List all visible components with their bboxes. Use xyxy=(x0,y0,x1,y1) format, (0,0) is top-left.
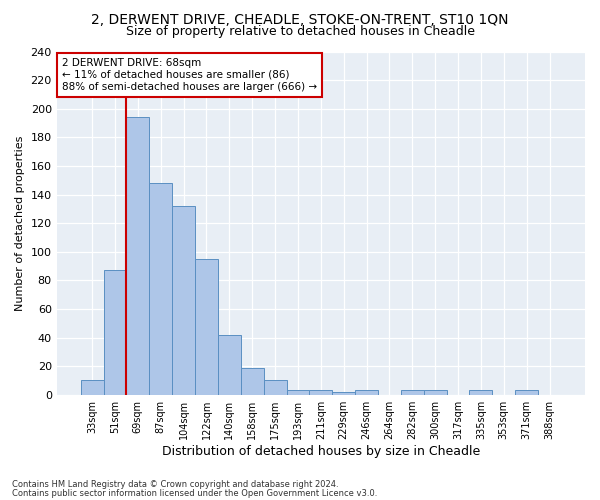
Text: Size of property relative to detached houses in Cheadle: Size of property relative to detached ho… xyxy=(125,25,475,38)
Bar xyxy=(80,380,104,394)
X-axis label: Distribution of detached houses by size in Cheadle: Distribution of detached houses by size … xyxy=(162,444,480,458)
Text: Contains HM Land Registry data © Crown copyright and database right 2024.: Contains HM Land Registry data © Crown c… xyxy=(12,480,338,489)
Bar xyxy=(515,390,538,394)
Bar xyxy=(218,334,241,394)
Bar xyxy=(149,183,172,394)
Bar xyxy=(332,392,355,394)
Text: 2, DERWENT DRIVE, CHEADLE, STOKE-ON-TRENT, ST10 1QN: 2, DERWENT DRIVE, CHEADLE, STOKE-ON-TREN… xyxy=(91,12,509,26)
Bar xyxy=(195,259,218,394)
Bar xyxy=(104,270,127,394)
Bar xyxy=(263,380,287,394)
Bar xyxy=(401,390,424,394)
Bar xyxy=(127,118,149,394)
Bar xyxy=(469,390,493,394)
Text: 2 DERWENT DRIVE: 68sqm
← 11% of detached houses are smaller (86)
88% of semi-det: 2 DERWENT DRIVE: 68sqm ← 11% of detached… xyxy=(62,58,317,92)
Bar xyxy=(424,390,446,394)
Bar xyxy=(241,368,263,394)
Bar xyxy=(310,390,332,394)
Y-axis label: Number of detached properties: Number of detached properties xyxy=(15,136,25,311)
Bar xyxy=(287,390,310,394)
Bar xyxy=(172,206,195,394)
Text: Contains public sector information licensed under the Open Government Licence v3: Contains public sector information licen… xyxy=(12,489,377,498)
Bar xyxy=(355,390,378,394)
